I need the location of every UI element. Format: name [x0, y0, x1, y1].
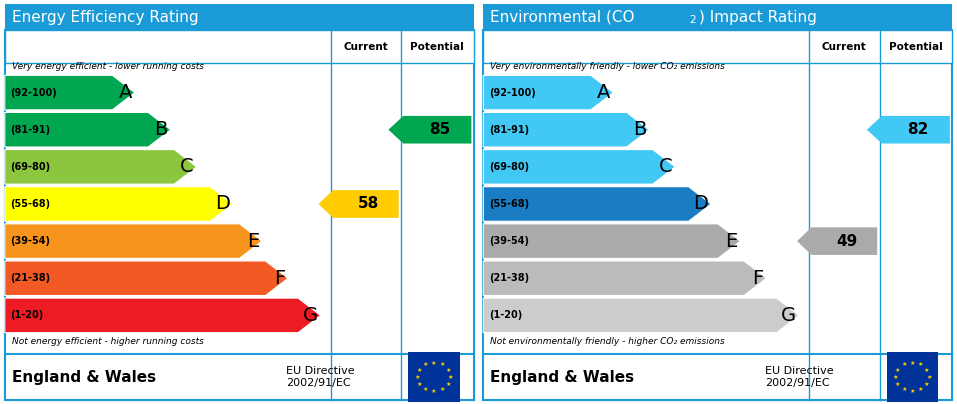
Text: Energy Efficiency Rating: Energy Efficiency Rating — [11, 10, 198, 25]
Text: B: B — [154, 120, 167, 139]
Polygon shape — [5, 187, 233, 221]
Polygon shape — [483, 149, 676, 184]
Polygon shape — [483, 261, 767, 295]
Polygon shape — [5, 149, 197, 184]
Text: C: C — [658, 157, 673, 177]
Polygon shape — [483, 298, 799, 332]
Text: ★: ★ — [446, 368, 451, 372]
Text: E: E — [247, 231, 259, 250]
Polygon shape — [867, 116, 950, 143]
Text: (39-54): (39-54) — [489, 236, 529, 246]
Text: ★: ★ — [416, 382, 422, 387]
Text: (1-20): (1-20) — [11, 310, 44, 320]
Text: 82: 82 — [907, 122, 929, 137]
Text: 58: 58 — [357, 196, 379, 211]
Text: ★: ★ — [893, 375, 899, 380]
Text: B: B — [633, 120, 646, 139]
Text: A: A — [119, 83, 132, 102]
Text: G: G — [302, 306, 318, 325]
Polygon shape — [5, 112, 170, 147]
Polygon shape — [483, 224, 741, 259]
Text: D: D — [215, 194, 230, 213]
Text: Environmental (CO: Environmental (CO — [490, 10, 634, 25]
Text: (21-38): (21-38) — [489, 273, 529, 283]
Text: (81-91): (81-91) — [489, 125, 529, 135]
Bar — [5, 4, 474, 30]
Bar — [483, 354, 952, 400]
Text: ★: ★ — [439, 362, 445, 367]
Text: A: A — [597, 83, 611, 102]
Bar — [5, 354, 474, 400]
Text: Not energy efficient - higher running costs: Not energy efficient - higher running co… — [11, 337, 204, 345]
Text: ★: ★ — [431, 389, 436, 394]
Text: (81-91): (81-91) — [11, 125, 51, 135]
Text: ★: ★ — [446, 382, 451, 387]
Text: (39-54): (39-54) — [11, 236, 51, 246]
Polygon shape — [319, 190, 399, 218]
Text: ★: ★ — [901, 362, 907, 367]
Polygon shape — [5, 75, 135, 110]
Text: England & Wales: England & Wales — [11, 370, 156, 385]
Polygon shape — [389, 116, 472, 143]
Text: (69-80): (69-80) — [489, 162, 529, 172]
Text: ★: ★ — [909, 360, 915, 366]
Text: (55-68): (55-68) — [11, 199, 51, 209]
Text: (69-80): (69-80) — [11, 162, 51, 172]
Bar — [483, 30, 952, 63]
Text: ★: ★ — [448, 375, 454, 380]
Text: D: D — [694, 194, 708, 213]
Text: Not environmentally friendly - higher CO₂ emissions: Not environmentally friendly - higher CO… — [490, 337, 725, 345]
Text: 85: 85 — [429, 122, 450, 137]
Text: (92-100): (92-100) — [11, 88, 57, 98]
Text: ★: ★ — [895, 382, 901, 387]
Polygon shape — [5, 224, 262, 259]
Text: F: F — [752, 269, 764, 288]
Text: ★: ★ — [431, 360, 436, 366]
Text: Potential: Potential — [411, 42, 464, 52]
Text: C: C — [180, 157, 194, 177]
Text: E: E — [725, 231, 738, 250]
Text: ★: ★ — [918, 387, 924, 392]
Polygon shape — [483, 75, 613, 110]
Polygon shape — [797, 227, 878, 255]
Text: 2: 2 — [690, 15, 697, 25]
Text: ★: ★ — [423, 387, 429, 392]
Text: G: G — [781, 306, 796, 325]
Text: EU Directive
2002/91/EC: EU Directive 2002/91/EC — [286, 366, 355, 388]
Text: ★: ★ — [918, 362, 924, 367]
Text: ★: ★ — [901, 387, 907, 392]
Text: 49: 49 — [835, 234, 857, 248]
Text: (1-20): (1-20) — [489, 310, 523, 320]
FancyBboxPatch shape — [408, 352, 459, 402]
Text: ★: ★ — [926, 375, 932, 380]
Text: ★: ★ — [414, 375, 420, 380]
Text: Very environmentally friendly - lower CO₂ emissions: Very environmentally friendly - lower CO… — [490, 61, 725, 71]
Text: ★: ★ — [909, 389, 915, 394]
Text: EU Directive
2002/91/EC: EU Directive 2002/91/EC — [765, 366, 834, 388]
Polygon shape — [483, 187, 711, 221]
Text: ) Impact Rating: ) Impact Rating — [699, 10, 817, 25]
Text: Current: Current — [822, 42, 867, 52]
Text: ★: ★ — [924, 382, 929, 387]
FancyBboxPatch shape — [886, 352, 938, 402]
Polygon shape — [483, 112, 649, 147]
Text: ★: ★ — [439, 387, 445, 392]
Polygon shape — [5, 261, 288, 295]
Text: Current: Current — [344, 42, 389, 52]
Text: F: F — [274, 269, 285, 288]
Text: Potential: Potential — [889, 42, 943, 52]
Text: ★: ★ — [895, 368, 901, 372]
Text: ★: ★ — [423, 362, 429, 367]
Text: (21-38): (21-38) — [11, 273, 51, 283]
Text: Very energy efficient - lower running costs: Very energy efficient - lower running co… — [11, 61, 204, 71]
Text: ★: ★ — [924, 368, 929, 372]
Text: (92-100): (92-100) — [489, 88, 536, 98]
Text: (55-68): (55-68) — [489, 199, 529, 209]
Text: England & Wales: England & Wales — [490, 370, 634, 385]
Polygon shape — [5, 298, 321, 332]
Text: ★: ★ — [416, 368, 422, 372]
Bar — [483, 4, 952, 30]
Bar — [5, 30, 474, 63]
